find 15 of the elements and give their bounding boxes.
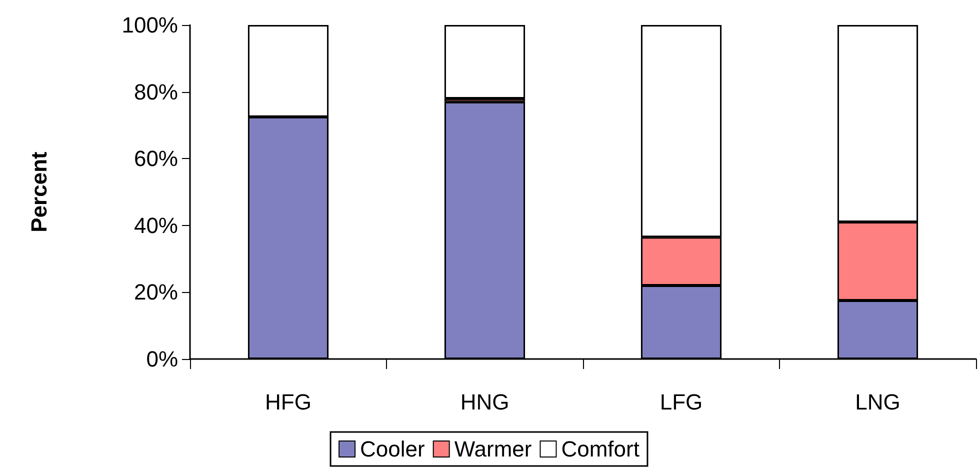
legend-label: Cooler bbox=[360, 436, 425, 462]
legend-label: Comfort bbox=[561, 436, 640, 462]
x-tick-label: HFG bbox=[265, 390, 312, 414]
x-tick-label: HNG bbox=[460, 390, 510, 414]
y-tick-label: 0% bbox=[146, 346, 178, 372]
x-tick-label: LNG bbox=[855, 390, 900, 414]
y-tick-label: 80% bbox=[134, 79, 178, 104]
y-tick-label: 40% bbox=[134, 212, 178, 238]
y-tick-label: 100% bbox=[122, 12, 178, 38]
legend-label: Warmer bbox=[454, 436, 532, 462]
bar bbox=[444, 25, 526, 98]
y-tick-label: 20% bbox=[134, 280, 178, 305]
y-tick-label: 60% bbox=[134, 146, 178, 172]
x-tick-label: LFG bbox=[660, 390, 703, 414]
y-axis-title: Percent bbox=[26, 150, 52, 232]
